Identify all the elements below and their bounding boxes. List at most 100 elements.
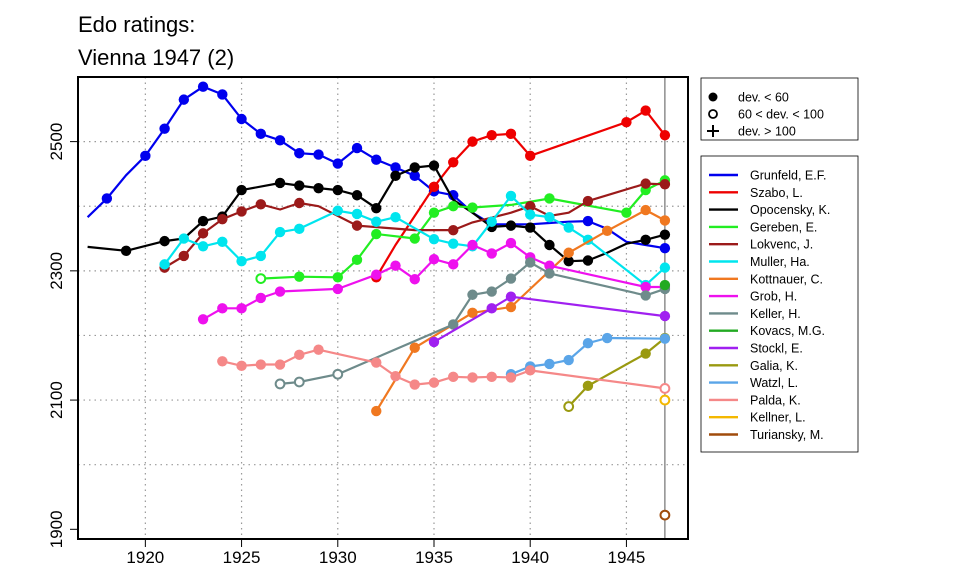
data-point — [313, 149, 324, 160]
data-point — [409, 170, 420, 182]
data-point — [217, 89, 228, 100]
data-point — [255, 128, 267, 140]
series-szabo-l — [371, 105, 671, 283]
data-point — [274, 177, 286, 189]
legend-label-kottnauer-c: Kottnauer, C. — [750, 272, 823, 286]
legend-label-muller-ha: Muller, Ha. — [750, 255, 810, 269]
data-point — [544, 239, 555, 251]
data-point — [486, 371, 497, 383]
data-point — [505, 128, 517, 140]
data-point — [486, 286, 497, 297]
chart-title-line-2: Vienna 1947 (2) — [78, 45, 234, 70]
data-point — [178, 250, 190, 262]
data-point — [659, 310, 671, 322]
data-point — [486, 216, 497, 227]
data-point — [448, 371, 459, 383]
data-point — [659, 262, 671, 273]
data-point — [467, 289, 478, 300]
data-point — [505, 237, 517, 249]
data-point — [197, 314, 209, 325]
data-point — [236, 360, 247, 372]
data-point — [544, 212, 555, 223]
data-point — [274, 359, 286, 370]
data-point — [659, 279, 671, 291]
series-line-szabo-l — [375, 109, 666, 278]
data-point — [505, 190, 517, 202]
data-point — [640, 178, 651, 189]
data-point — [659, 394, 671, 406]
data-point — [332, 283, 343, 295]
data-point — [448, 259, 459, 270]
data-point — [390, 162, 401, 173]
data-point — [197, 241, 209, 252]
series-line-galia-k — [567, 337, 666, 408]
legend-label-szabo-l: Szabo, L. — [750, 186, 803, 200]
data-point — [563, 247, 574, 258]
legend-label-grob-h: Grob, H. — [750, 290, 797, 304]
data-point — [428, 181, 440, 193]
data-point — [197, 215, 209, 227]
data-point — [217, 356, 228, 367]
data-point — [448, 201, 459, 212]
data-point — [371, 357, 382, 368]
data-point — [351, 254, 363, 266]
series-line-kottnauer-c — [375, 209, 666, 412]
series-kovacs-m-g — [659, 279, 671, 291]
series-line-opocensky-k — [87, 164, 666, 263]
data-point — [467, 307, 478, 319]
data-point — [294, 271, 305, 282]
data-point — [428, 254, 440, 265]
data-point — [371, 269, 382, 280]
legend-filled-marker-icon — [708, 92, 718, 102]
data-point — [467, 239, 478, 251]
data-point — [505, 220, 517, 231]
legend-label-grunfeld-e-f: Grunfeld, E.F. — [750, 169, 826, 183]
data-point — [659, 179, 671, 190]
data-point — [544, 268, 555, 279]
data-point — [159, 235, 170, 247]
legend-label-gereben-e: Gereben, E. — [750, 220, 817, 234]
data-point — [544, 260, 555, 271]
data-point — [640, 281, 651, 293]
y-tick-label: 2500 — [47, 123, 66, 161]
data-point — [409, 379, 420, 390]
data-point — [525, 257, 536, 268]
x-tick-label: 1925 — [223, 548, 261, 567]
y-tick-label: 2100 — [47, 381, 66, 419]
legend-label-turiansky-m: Turiansky, M. — [750, 428, 824, 442]
data-point — [409, 162, 420, 173]
plot-frame — [77, 76, 689, 540]
data-point — [621, 117, 632, 128]
data-point — [409, 342, 420, 353]
data-point — [448, 190, 459, 201]
data-point — [582, 338, 594, 349]
data-point — [236, 113, 247, 125]
data-point — [255, 273, 267, 285]
data-point — [467, 202, 478, 213]
data-point — [428, 233, 440, 245]
legend-label-stockl-e: Stockl, E. — [750, 342, 803, 356]
data-point — [294, 180, 305, 191]
data-point — [601, 332, 613, 344]
data-point — [448, 319, 459, 330]
data-point — [563, 401, 575, 412]
data-point — [601, 225, 613, 236]
data-point — [332, 184, 343, 196]
data-point — [640, 105, 651, 116]
x-tick-label: 1930 — [319, 548, 357, 567]
y-tick-label: 2300 — [47, 252, 66, 290]
data-point — [120, 245, 132, 257]
series-palda-k — [217, 344, 671, 394]
data-point — [293, 376, 305, 388]
data-point — [351, 208, 363, 220]
data-point — [159, 123, 170, 134]
data-point — [621, 207, 632, 218]
data-point — [467, 136, 478, 147]
data-point — [371, 228, 382, 240]
data-point — [236, 255, 247, 267]
data-point — [525, 150, 536, 162]
data-point — [486, 248, 497, 259]
data-point — [505, 372, 517, 383]
legend-label-watzl-l: Watzl, L. — [750, 376, 798, 390]
data-point — [486, 129, 497, 141]
